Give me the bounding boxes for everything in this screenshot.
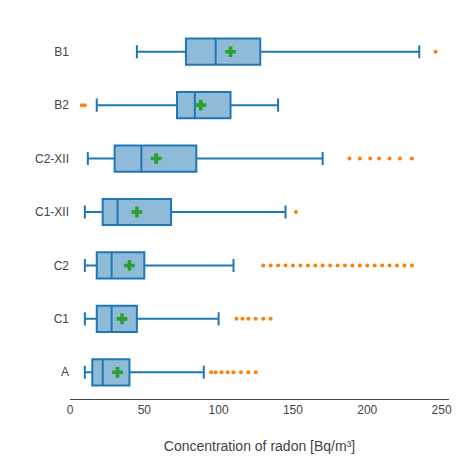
svg-text:C1-XII: C1-XII (35, 205, 69, 219)
svg-text:250: 250 (432, 403, 452, 417)
svg-text:B1: B1 (54, 45, 69, 59)
svg-text:Concentration of radon [Bq/m³]: Concentration of radon [Bq/m³] (164, 438, 355, 454)
svg-text:C2: C2 (54, 259, 70, 273)
svg-text:100: 100 (209, 403, 229, 417)
svg-text:150: 150 (283, 403, 303, 417)
svg-text:B2: B2 (54, 98, 69, 112)
svg-text:A: A (61, 365, 69, 379)
svg-text:200: 200 (357, 403, 377, 417)
svg-text:0: 0 (67, 403, 74, 417)
svg-text:C1: C1 (54, 312, 70, 326)
svg-text:C2-XII: C2-XII (35, 152, 69, 166)
svg-text:50: 50 (138, 403, 152, 417)
